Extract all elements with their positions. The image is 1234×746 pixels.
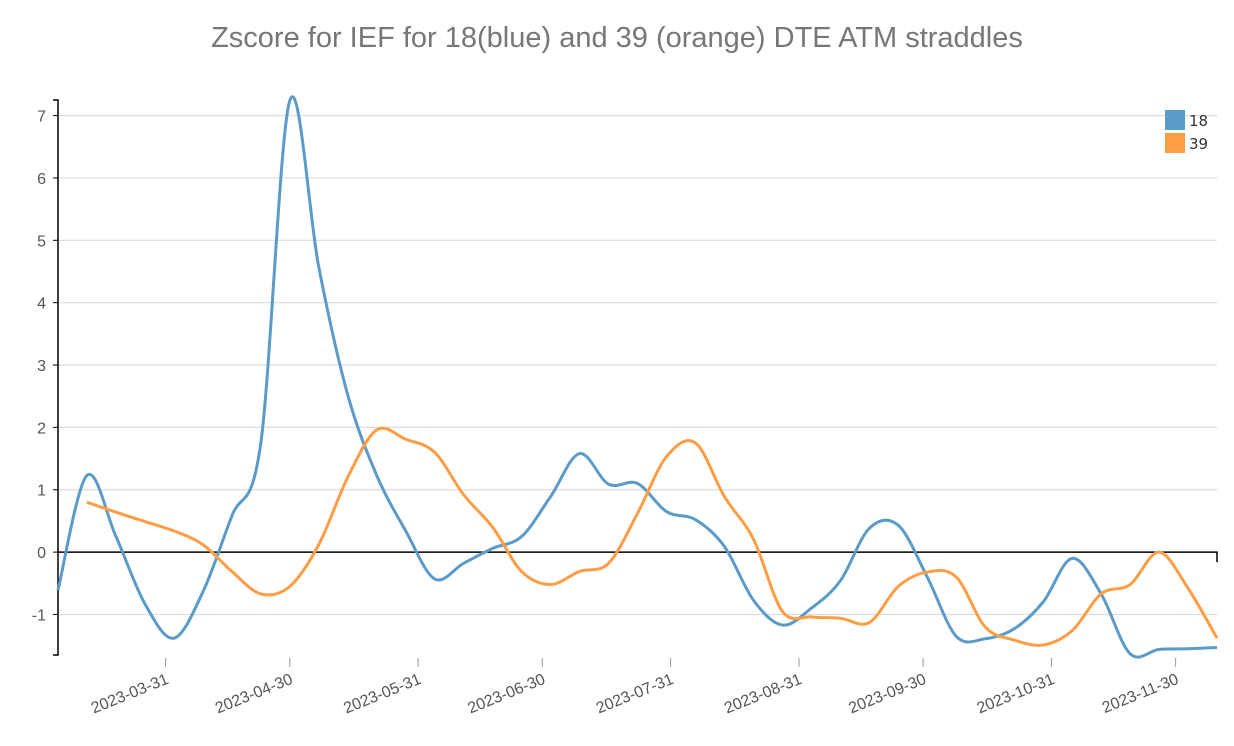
- y-axis: [53, 99, 59, 656]
- y-tick-label: 2: [37, 420, 46, 437]
- y-tick-label: 1: [37, 483, 46, 500]
- zero-line: [58, 551, 1218, 563]
- series-line-18: [56, 95, 1218, 659]
- y-tick-label: 3: [37, 358, 46, 375]
- legend-swatch-18: [1165, 110, 1185, 130]
- y-tick-label: 0: [37, 545, 46, 562]
- legend-label-39: 39: [1189, 135, 1208, 153]
- y-tick-label: 5: [37, 233, 46, 250]
- x-tick-label: 2023-09-30: [846, 671, 928, 717]
- y-tick-label: 6: [37, 171, 46, 188]
- x-tick-label: 2023-07-31: [594, 671, 676, 717]
- x-tick-label: 2023-04-30: [213, 671, 295, 717]
- x-tick-label: 2023-08-31: [722, 671, 804, 717]
- x-tick-label: 2023-03-31: [89, 671, 171, 717]
- x-tick-label: 2023-05-31: [341, 671, 423, 717]
- y-tick-label: -1: [32, 607, 46, 624]
- x-tick-label: 2023-10-31: [975, 671, 1057, 717]
- y-tick-label: 4: [37, 296, 46, 313]
- legend-label-18: 18: [1189, 112, 1208, 130]
- x-tick-label: 2023-11-30: [1100, 671, 1181, 717]
- chart-title: Zscore for IEF for 18(blue) and 39 (oran…: [211, 22, 1023, 54]
- legend-swatch-39: [1165, 133, 1185, 153]
- series-line-39: [86, 426, 1219, 647]
- x-tick-label: 2023-06-30: [466, 671, 548, 717]
- y-tick-label: 7: [37, 109, 46, 126]
